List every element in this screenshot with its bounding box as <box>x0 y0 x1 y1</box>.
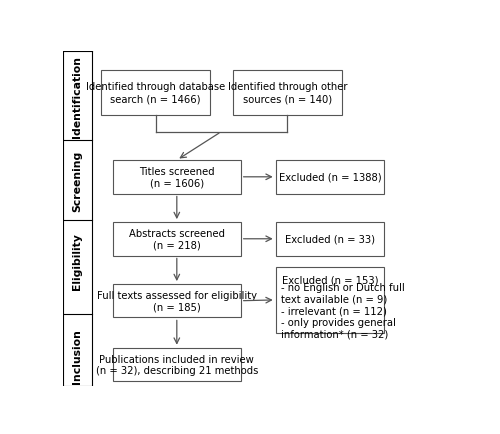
Text: Identified through database
search (n = 1466): Identified through database search (n = … <box>86 82 225 104</box>
FancyBboxPatch shape <box>233 70 342 115</box>
Text: Identification: Identification <box>72 56 82 138</box>
FancyBboxPatch shape <box>276 223 384 256</box>
Text: Eligibility: Eligibility <box>72 233 82 289</box>
Text: Inclusion: Inclusion <box>72 329 82 384</box>
Text: Identified through other
sources (n = 140): Identified through other sources (n = 14… <box>228 82 347 104</box>
FancyBboxPatch shape <box>113 284 241 318</box>
FancyBboxPatch shape <box>101 70 210 115</box>
Text: Abstracts screened
(n = 218): Abstracts screened (n = 218) <box>129 228 225 250</box>
Text: Screening: Screening <box>72 150 82 211</box>
FancyBboxPatch shape <box>113 348 241 381</box>
Text: - no English or Dutch full
text available (n = 9)
- irrelevant (n = 112)
- only : - no English or Dutch full text availabl… <box>280 283 404 339</box>
Text: Excluded (n = 153): Excluded (n = 153) <box>282 275 378 285</box>
Text: Full texts assessed for eligibility
(n = 185): Full texts assessed for eligibility (n =… <box>97 290 257 312</box>
Text: Publications included in review
(n = 32), describing 21 methods: Publications included in review (n = 32)… <box>96 354 258 375</box>
FancyBboxPatch shape <box>276 268 384 333</box>
FancyBboxPatch shape <box>113 223 241 256</box>
Text: Excluded (n = 1388): Excluded (n = 1388) <box>278 172 381 182</box>
FancyBboxPatch shape <box>113 161 241 194</box>
FancyBboxPatch shape <box>276 161 384 194</box>
Text: Titles screened
(n = 1606): Titles screened (n = 1606) <box>139 167 214 188</box>
Text: Excluded (n = 33): Excluded (n = 33) <box>285 234 375 244</box>
